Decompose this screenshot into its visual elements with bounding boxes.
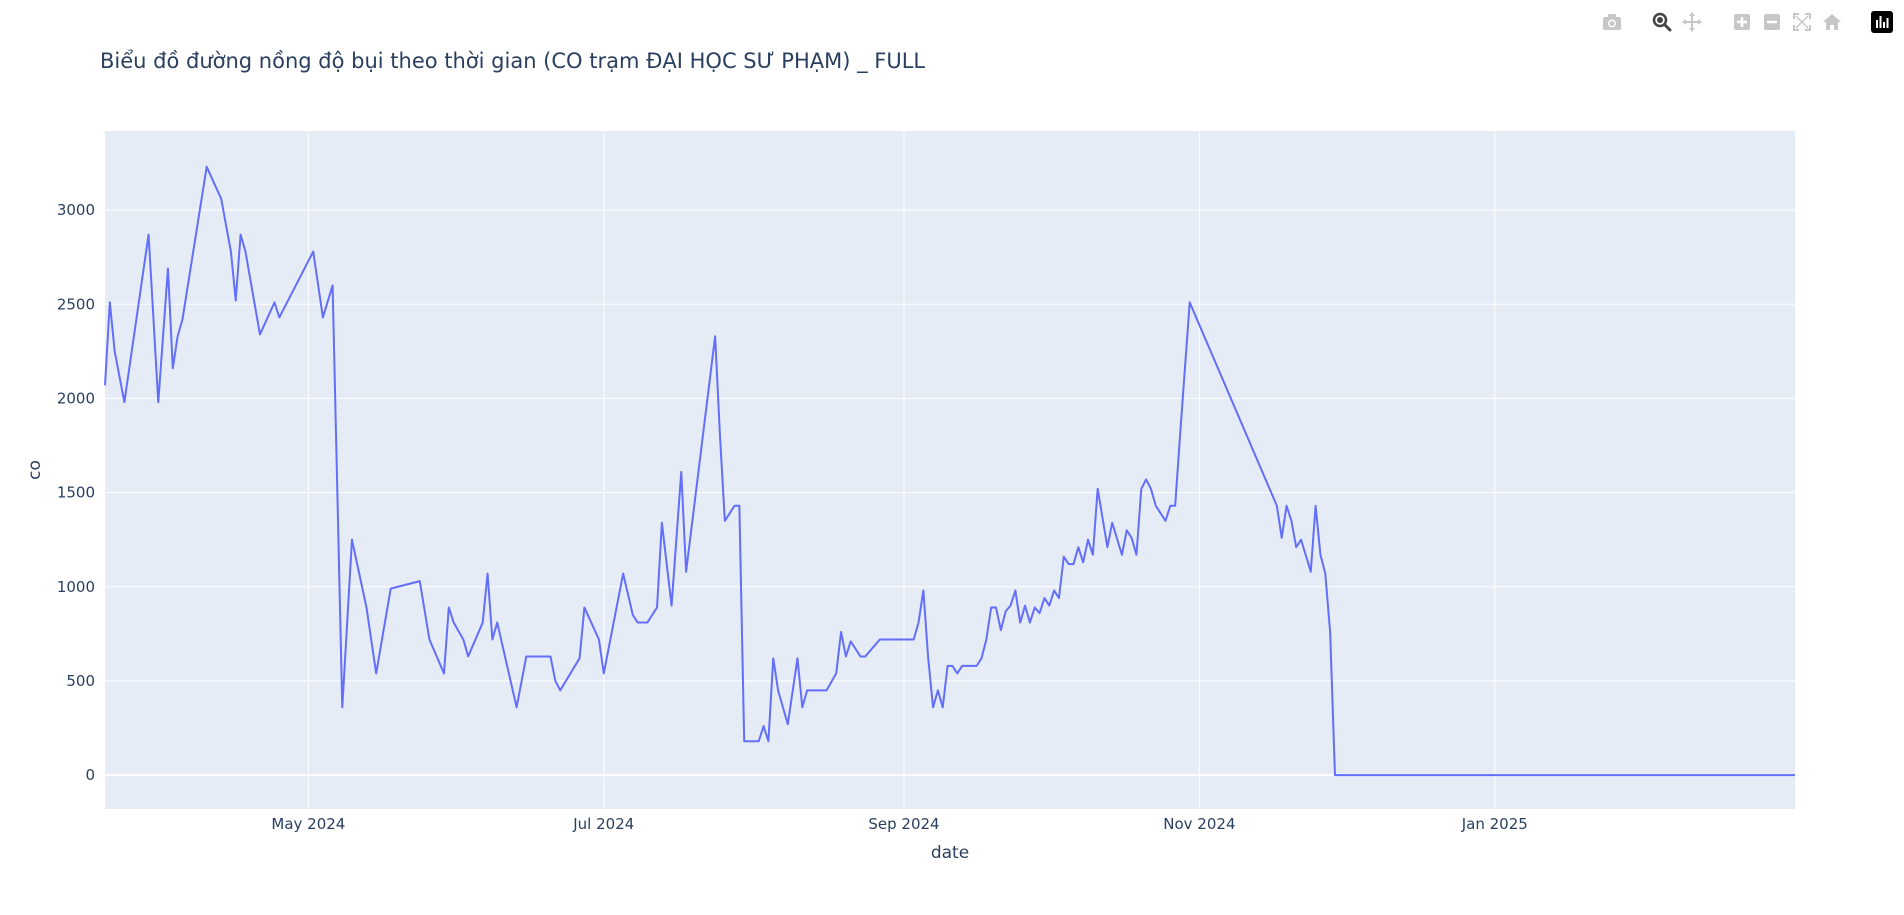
y-axis-title: co	[25, 460, 45, 480]
chart-title: Biểu đồ đường nồng độ bụi theo thời gian…	[100, 49, 925, 74]
zoom-in-icon[interactable]	[1730, 10, 1754, 34]
home-icon[interactable]	[1820, 10, 1844, 34]
series-layer	[104, 165, 1795, 777]
x-tick-label: Sep 2024	[868, 815, 939, 833]
y-tick-label: 2000	[57, 389, 95, 407]
series-line[interactable]	[104, 165, 1795, 777]
x-axis-title: date	[931, 843, 969, 863]
x-tick-label: Jul 2024	[572, 815, 634, 833]
y-axis-ticks: 0 500 1000 1500 2000 2500 3000	[57, 201, 95, 784]
y-tick-label: 0	[85, 766, 95, 784]
gridlines	[105, 131, 1795, 809]
zoom-icon[interactable]	[1650, 10, 1674, 34]
modebar	[1600, 10, 1894, 34]
pan-icon[interactable]	[1680, 10, 1704, 34]
x-axis-ticks: May 2024 Jul 2024 Sep 2024 Nov 2024 Jan 2025	[271, 815, 1527, 833]
x-tick-label: May 2024	[271, 815, 345, 833]
zoom-out-icon[interactable]	[1760, 10, 1784, 34]
y-tick-label: 2500	[57, 295, 95, 313]
y-tick-label: 1000	[57, 578, 95, 596]
camera-icon[interactable]	[1600, 10, 1624, 34]
plotly-logo-icon[interactable]	[1870, 10, 1894, 34]
autoscale-icon[interactable]	[1790, 10, 1814, 34]
x-tick-label: Jan 2025	[1461, 815, 1528, 833]
y-tick-label: 3000	[57, 201, 95, 219]
plot-area[interactable]	[105, 131, 1795, 809]
x-tick-label: Nov 2024	[1163, 815, 1235, 833]
y-tick-label: 1500	[57, 484, 95, 502]
y-tick-label: 500	[66, 672, 95, 690]
